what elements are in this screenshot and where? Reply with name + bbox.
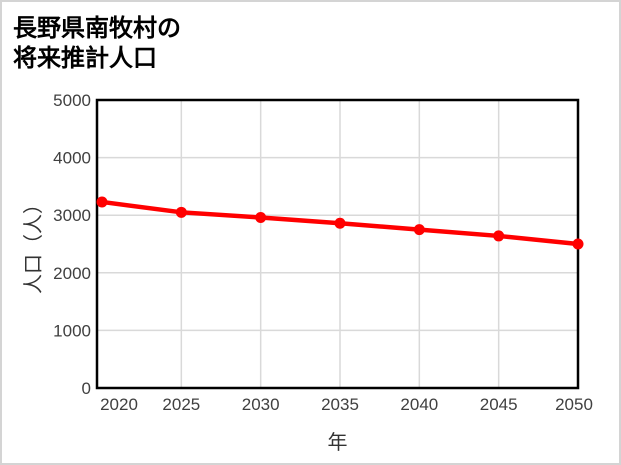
chart-title: 長野県南牧村の 将来推計人口	[13, 14, 181, 74]
x-tick-label: 2020	[100, 395, 138, 414]
x-tick-label: 2040	[400, 395, 438, 414]
y-tick-label: 3000	[53, 206, 91, 225]
data-point	[572, 238, 584, 250]
data-point	[255, 212, 267, 224]
data-point	[334, 217, 346, 229]
y-tick-label: 1000	[53, 321, 91, 340]
x-tick-label: 2030	[242, 395, 280, 414]
y-tick-label: 4000	[53, 149, 91, 168]
data-point	[493, 230, 505, 242]
y-axis-title: 人口（人）	[23, 194, 45, 294]
y-tick-label: 5000	[53, 91, 91, 110]
plot-border	[95, 98, 580, 390]
x-tick-label: 2050	[555, 395, 593, 414]
x-tick-label: 2035	[321, 395, 359, 414]
data-point	[96, 196, 108, 208]
x-axis-title: 年	[327, 432, 348, 454]
y-tick-label: 2000	[53, 264, 91, 283]
chart-title-line1: 長野県南牧村の	[13, 15, 181, 42]
y-tick-label: 0	[82, 379, 91, 398]
data-point	[413, 224, 425, 236]
chart-title-line2: 将来推計人口	[13, 45, 157, 72]
x-tick-label: 2025	[162, 395, 200, 414]
x-tick-label: 2045	[480, 395, 518, 414]
data-point	[175, 206, 187, 218]
